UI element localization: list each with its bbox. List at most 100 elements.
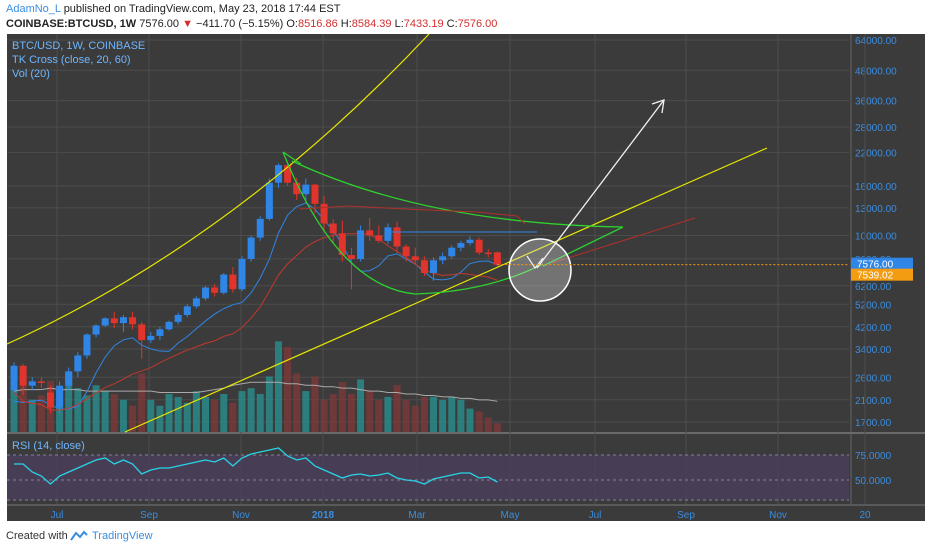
chart-canvas[interactable]: 64000.00 48000.00 36000.00 28000.00 22000.00… <box>7 34 925 521</box>
red-resistance-line[interactable] <box>299 205 526 225</box>
legend-symbol: BTC/USD, 1W, COINBASE <box>12 40 146 52</box>
price-axis-tick: 4200.00 <box>855 323 892 334</box>
tradingview-brand-link[interactable]: TradingView <box>92 530 153 542</box>
upper-channel-curve[interactable] <box>7 34 430 345</box>
tradingview-logo-icon <box>70 530 88 541</box>
candle-body <box>475 239 483 253</box>
support-trendline[interactable] <box>124 147 768 433</box>
price-axis-tick: 2600.00 <box>855 373 892 384</box>
price-axis-tick: 5200.00 <box>855 300 892 311</box>
volume-bar <box>457 399 465 432</box>
time-axis-tick: 20 <box>859 510 871 521</box>
candle-body <box>311 184 319 204</box>
candle-body <box>411 256 419 261</box>
candle-body <box>83 334 91 356</box>
candle-body <box>247 237 255 259</box>
price-axis-tick: 13000.00 <box>855 204 897 215</box>
candle-body <box>46 392 54 408</box>
volume-bar <box>220 394 228 432</box>
volume-bar <box>129 405 137 432</box>
candle-body <box>65 371 73 386</box>
time-axis-tick: Nov <box>769 510 787 521</box>
candle-body <box>147 335 155 341</box>
volume-bar <box>274 341 282 432</box>
candle-body <box>320 203 328 224</box>
cup-bottom-arc[interactable] <box>282 151 544 295</box>
volume-bar <box>320 399 328 432</box>
symbol-text: COINBASE:BTCUSD, 1W <box>6 18 137 30</box>
change-text: −411.70 (−5.15%) <box>196 18 284 30</box>
volume-bar <box>375 399 383 432</box>
volume-bar <box>229 402 237 432</box>
main-pane-bg <box>7 34 925 432</box>
rsi-line <box>14 447 498 485</box>
last-price: 7576.00 <box>139 18 179 30</box>
volume-bar <box>211 399 219 432</box>
price-axis-tick: 16000.00 <box>855 182 897 193</box>
volume-bar <box>420 396 428 432</box>
candle-body <box>110 318 118 324</box>
low-value: 7433.19 <box>403 18 444 30</box>
candle-body <box>202 287 210 299</box>
target-arrow-head-icon[interactable] <box>651 99 665 114</box>
published-text: published on TradingView.com, May 23, 20… <box>63 3 341 15</box>
volume-bar <box>256 394 264 432</box>
price-axis-tick: 10000.00 <box>855 231 897 242</box>
candle-body <box>402 246 410 257</box>
volume-bar <box>284 347 292 432</box>
candle-body <box>192 298 200 307</box>
volume-bar <box>192 391 200 432</box>
volume-bar <box>448 396 456 432</box>
rsi-band <box>7 455 849 500</box>
candle-body <box>329 223 337 234</box>
author-link[interactable]: AdamNo_L <box>6 3 61 15</box>
target-arrow-line[interactable] <box>536 99 665 269</box>
candle-body <box>347 255 355 259</box>
candle-body <box>393 227 401 247</box>
candle-body <box>74 355 82 372</box>
volume-bar <box>83 395 91 432</box>
candle-body <box>138 324 146 341</box>
rsi-axis-tick: 75.0000 <box>855 451 892 462</box>
candle-body <box>338 233 346 256</box>
volume-bar <box>174 396 182 432</box>
legend-volume[interactable]: Vol (20) <box>12 68 50 80</box>
cup-handle-left[interactable] <box>282 151 302 165</box>
candle-body <box>101 318 109 326</box>
high-value: 8584.39 <box>351 18 392 30</box>
legend-tk-cross[interactable]: TK Cross (close, 20, 60) <box>12 54 131 66</box>
close-value: 7576.00 <box>457 18 498 30</box>
red-trend-line[interactable] <box>551 217 696 264</box>
close-label: C: <box>446 18 458 30</box>
chart-area[interactable]: 64000.00 48000.00 36000.00 28000.00 22000.00… <box>7 34 925 521</box>
price-tag-bg <box>851 268 913 281</box>
candle-body <box>439 256 447 261</box>
candle-body <box>375 235 383 241</box>
cup-rim-right[interactable] <box>542 226 624 267</box>
publish-line: AdamNo_L published on TradingView.com, M… <box>6 3 341 15</box>
price-axis-tick: 2100.00 <box>855 396 892 407</box>
volume-bar <box>238 391 246 432</box>
volume-bar <box>101 391 109 432</box>
legend-rsi[interactable]: RSI (14, close) <box>12 440 85 452</box>
time-axis-tick: Sep <box>677 510 695 521</box>
volume-bar <box>138 373 146 432</box>
volume-bar <box>347 394 355 432</box>
volume-bar <box>311 376 319 432</box>
price-axis-tick: 36000.00 <box>855 97 897 108</box>
candle-body <box>484 252 492 255</box>
volume-bar <box>484 417 492 432</box>
cup-upper-arc[interactable] <box>291 160 624 228</box>
candle-body <box>183 306 191 315</box>
time-axis-tick: 2018 <box>312 510 335 521</box>
time-axis-tick: Mar <box>408 510 426 521</box>
candle-body <box>37 381 45 383</box>
volume-bar <box>65 373 73 432</box>
candle-body <box>92 325 100 335</box>
candle-body <box>119 317 127 324</box>
candle-body <box>28 381 36 386</box>
volume-bar <box>202 396 210 432</box>
highlight-circle[interactable] <box>508 238 572 302</box>
volume-bar <box>430 396 438 432</box>
volume-bar <box>110 394 118 432</box>
